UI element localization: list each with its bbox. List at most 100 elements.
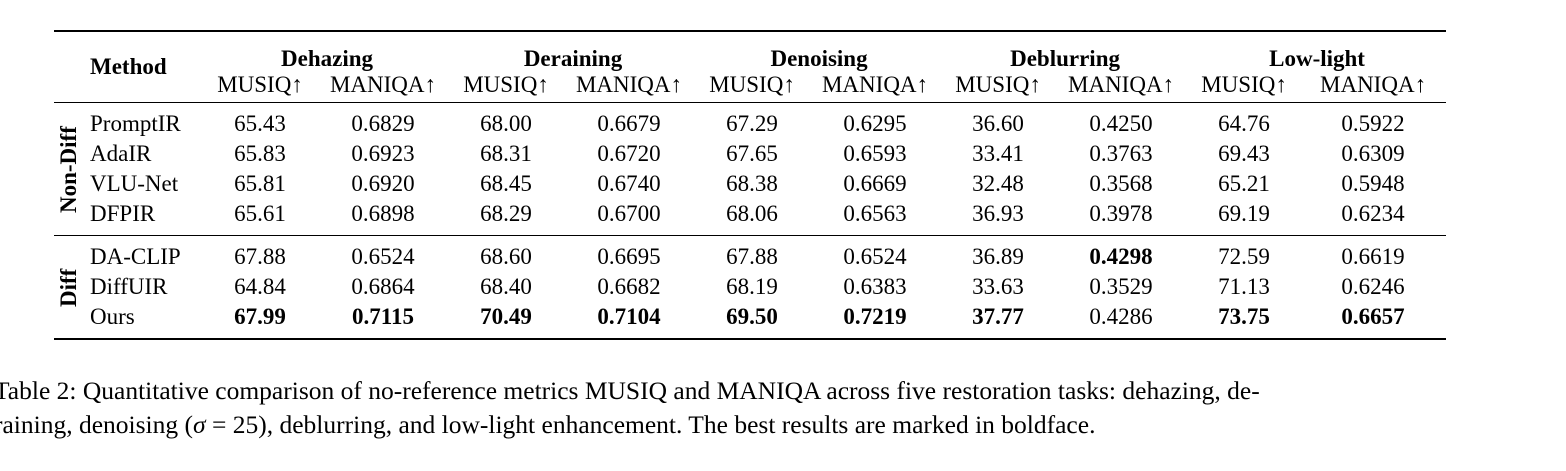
value-cell: 67.65 bbox=[726, 141, 778, 166]
table-row: Diff DA-CLIP 67.88 0.6524 68.60 0.6695 67.88 0.… bbox=[54, 235, 1447, 307]
value-cell: 0.3978 bbox=[1089, 201, 1153, 226]
value-cell: 0.6829 bbox=[351, 111, 415, 136]
value-cell: 0.7115 bbox=[352, 304, 414, 329]
value-cell: 0.6309 bbox=[1341, 141, 1405, 166]
value-cell: 37.77 bbox=[972, 304, 1024, 329]
metric-header-dehazing-musiq: MUSIQ↑ bbox=[204, 72, 316, 103]
value-cell: 0.6695 bbox=[597, 244, 661, 269]
value-cell: 72.59 bbox=[1218, 244, 1270, 269]
value-cell: 64.76 bbox=[1218, 111, 1270, 136]
value-cell: 0.6524 bbox=[843, 244, 907, 269]
value-cell: 67.88 bbox=[234, 244, 286, 269]
value-cell: 0.7104 bbox=[597, 304, 661, 329]
value-cell: 0.6295 bbox=[843, 111, 907, 136]
caption-line-2: raining, denoising (σ = 25), deblurring,… bbox=[0, 408, 1566, 442]
results-table-container: Method Dehazing Deraining Denoising Deblurr… bbox=[54, 30, 1447, 340]
task-header-dehazing: Dehazing bbox=[281, 46, 373, 71]
metric-header-deblurring-musiq: MUSIQ↑ bbox=[942, 72, 1055, 103]
value-cell: 68.38 bbox=[726, 171, 778, 196]
task-header-low-light: Low-light bbox=[1269, 46, 1365, 71]
value-cell: 0.6740 bbox=[597, 171, 661, 196]
table-caption: Table 2: Quantitative comparison of no-r… bbox=[0, 374, 1566, 442]
value-cell: 65.81 bbox=[234, 171, 286, 196]
value-cell: 73.75 bbox=[1218, 304, 1270, 329]
caption-line-1: Table 2: Quantitative comparison of no-r… bbox=[0, 376, 1260, 405]
value-cell: 0.6923 bbox=[351, 141, 415, 166]
table-row: DiffUIR 64.84 0.6864 68.40 0.6682 68.19 0.6383… bbox=[54, 272, 1446, 302]
value-cell: 0.6864 bbox=[351, 274, 415, 299]
value-cell: 0.6657 bbox=[1341, 304, 1405, 329]
results-table: Method Dehazing Deraining Denoising Deblurr… bbox=[54, 30, 1447, 340]
value-cell: 0.6920 bbox=[351, 171, 415, 196]
value-cell: 0.6669 bbox=[843, 171, 907, 196]
value-cell: 33.63 bbox=[972, 274, 1024, 299]
metric-header-low-light-maniqa: MANIQA↑ bbox=[1300, 72, 1447, 103]
value-cell: 0.6593 bbox=[843, 141, 907, 166]
value-cell: 69.50 bbox=[726, 304, 778, 329]
results-table-body: Non-Diff PromptIR 65.43 0.6829 68.00 0.6679 67… bbox=[54, 103, 1447, 339]
value-cell: 64.84 bbox=[234, 274, 286, 299]
value-cell: 68.60 bbox=[480, 244, 532, 269]
method-name: DiffUIR bbox=[90, 274, 168, 299]
value-cell: 67.29 bbox=[726, 111, 778, 136]
metric-header-denoising-maniqa: MANIQA↑ bbox=[808, 72, 943, 103]
metric-header-deraining-maniqa: MANIQA↑ bbox=[562, 72, 697, 103]
caption-line-2-start: raining, denoising ( bbox=[0, 410, 194, 439]
value-cell: 32.48 bbox=[972, 171, 1024, 196]
value-cell: 0.6682 bbox=[597, 274, 661, 299]
value-cell: 68.06 bbox=[726, 201, 778, 226]
value-cell: 0.4286 bbox=[1089, 304, 1153, 329]
value-cell: 0.3763 bbox=[1089, 141, 1153, 166]
value-cell: 0.3529 bbox=[1089, 274, 1153, 299]
metric-header-row: MUSIQ↑ MANIQA↑ MUSIQ↑ MANIQA↑ MUSIQ↑ MANIQA↑ M… bbox=[54, 72, 1447, 103]
method-name: PromptIR bbox=[90, 111, 181, 136]
value-cell: 0.6234 bbox=[1341, 201, 1405, 226]
task-header-deblurring: Deblurring bbox=[1010, 46, 1120, 71]
value-cell: 0.6563 bbox=[843, 201, 907, 226]
value-cell: 65.43 bbox=[234, 111, 286, 136]
method-cell: Non-Diff PromptIR bbox=[54, 103, 204, 213]
value-cell: 0.6619 bbox=[1341, 244, 1405, 269]
value-cell: 68.31 bbox=[480, 141, 532, 166]
value-cell: 0.6679 bbox=[597, 111, 661, 136]
task-header-deraining: Deraining bbox=[523, 46, 623, 71]
metric-header-deblurring-maniqa: MANIQA↑ bbox=[1054, 72, 1189, 103]
value-cell: 0.6720 bbox=[597, 141, 661, 166]
table-row: DFPIR 65.61 0.6898 68.29 0.6700 68.06 0.6563 36… bbox=[54, 199, 1446, 236]
method-cell: DFPIR bbox=[54, 199, 204, 236]
method-name: VLU-Net bbox=[90, 171, 179, 196]
table-row: VLU-Net 65.81 0.6920 68.45 0.6740 68.38 0.6669… bbox=[54, 169, 1446, 199]
value-cell: 36.93 bbox=[972, 201, 1024, 226]
method-cell: VLU-Net bbox=[54, 169, 204, 199]
value-cell: 65.61 bbox=[234, 201, 286, 226]
value-cell: 0.6383 bbox=[843, 274, 907, 299]
value-cell: 68.19 bbox=[726, 274, 778, 299]
value-cell: 0.6524 bbox=[351, 244, 415, 269]
caption-sigma: σ bbox=[193, 410, 206, 439]
value-cell: 68.40 bbox=[480, 274, 532, 299]
value-cell: 0.6246 bbox=[1341, 274, 1405, 299]
value-cell: 65.21 bbox=[1218, 171, 1270, 196]
value-cell: 68.45 bbox=[480, 171, 532, 196]
method-cell: Diff DA-CLIP bbox=[54, 236, 204, 307]
value-cell: 33.41 bbox=[972, 141, 1024, 166]
value-cell: 70.49 bbox=[480, 304, 532, 329]
metric-header-low-light-musiq: MUSIQ↑ bbox=[1188, 72, 1301, 103]
table-row: AdaIR 65.83 0.6923 68.31 0.6720 67.65 0.6593 33… bbox=[54, 139, 1446, 169]
method-cell: AdaIR bbox=[54, 139, 204, 169]
value-cell: 0.6700 bbox=[597, 201, 661, 226]
value-cell: 0.3568 bbox=[1089, 171, 1153, 196]
value-cell: 71.13 bbox=[1218, 274, 1270, 299]
value-cell: 69.19 bbox=[1218, 201, 1270, 226]
value-cell: 65.83 bbox=[234, 141, 286, 166]
value-cell: 68.29 bbox=[480, 201, 532, 226]
value-cell: 68.00 bbox=[480, 111, 532, 136]
value-cell: 36.60 bbox=[972, 111, 1024, 136]
value-cell: 0.4250 bbox=[1089, 111, 1153, 136]
value-cell: 69.43 bbox=[1218, 141, 1270, 166]
value-cell: 0.7219 bbox=[843, 304, 907, 329]
method-name: DA-CLIP bbox=[90, 244, 181, 269]
caption-line-2-end: ), deblurring, and low-light enhancement… bbox=[258, 410, 1096, 439]
table-row: Non-Diff PromptIR 65.43 0.6829 68.00 0.6679 67… bbox=[54, 103, 1446, 213]
value-cell: 0.4298 bbox=[1089, 244, 1153, 269]
